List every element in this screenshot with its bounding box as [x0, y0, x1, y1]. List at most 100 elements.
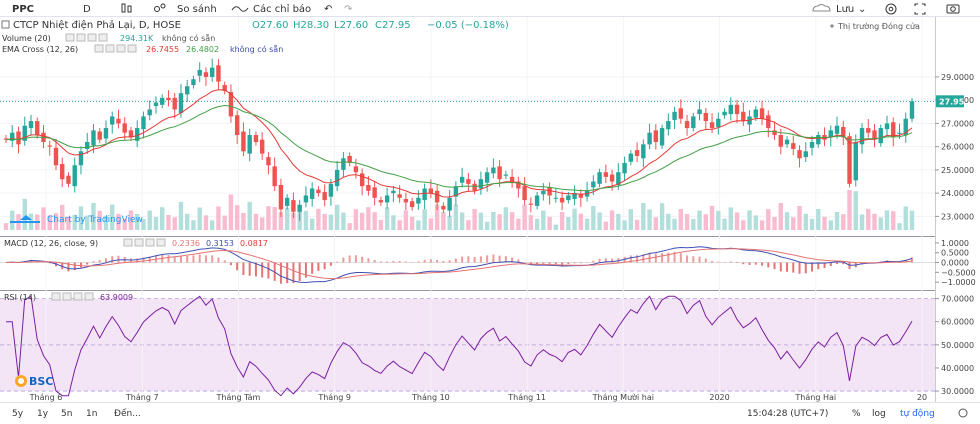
main-legend: CTCP Nhiệt điện Phả Lại, D, HOSE O27.60 … — [1, 19, 920, 54]
candle-body — [384, 195, 390, 203]
volume-bar — [484, 221, 490, 230]
macd-legend-buttons[interactable] — [123, 238, 166, 247]
range-5n[interactable]: 5n — [61, 409, 72, 419]
volume-bar — [672, 218, 677, 230]
camera-icon[interactable] — [946, 4, 960, 14]
volume-bar — [659, 203, 665, 230]
volume-bar — [228, 194, 234, 230]
candle-body — [303, 195, 309, 203]
goto-date[interactable]: Đến... — [114, 408, 141, 419]
volume-legend-buttons[interactable] — [65, 33, 108, 42]
percent-toggle[interactable]: % — [852, 409, 861, 419]
rsi-legend-buttons[interactable] — [51, 292, 94, 301]
macd-histogram-bar — [704, 258, 707, 263]
undo-icon[interactable]: ↶ — [324, 4, 332, 15]
volume-bar — [85, 215, 90, 230]
compare-icon[interactable] — [154, 3, 166, 12]
compare-button[interactable]: So sánh — [177, 3, 217, 15]
range-1y[interactable]: 1y — [37, 409, 49, 419]
indicators-icon[interactable] — [231, 6, 249, 12]
log-toggle[interactable]: log — [872, 409, 886, 419]
candle-style-icon[interactable] — [121, 3, 132, 13]
range-1n[interactable]: 1n — [86, 409, 97, 419]
candle-body — [197, 69, 202, 76]
settings-icon[interactable] — [885, 3, 897, 15]
svg-text:BSC: BSC — [29, 375, 53, 388]
range-5y[interactable]: 5y — [12, 409, 24, 419]
macd-histogram-bar — [904, 259, 907, 263]
candle-body — [334, 169, 340, 187]
volume-bar — [847, 190, 852, 230]
price-tick-label: 29.0000 — [941, 73, 974, 82]
volume-bar — [734, 212, 740, 230]
interval-button[interactable]: D — [83, 4, 91, 15]
volume-bar — [553, 224, 559, 230]
candle-body — [397, 194, 402, 198]
macd-histogram-bar — [179, 256, 182, 263]
auto-toggle[interactable]: tự động — [900, 408, 935, 419]
candle-body — [616, 172, 621, 185]
volume-bar — [359, 212, 365, 230]
macd-histogram-bar — [417, 261, 420, 263]
candle-body — [816, 135, 821, 145]
candle-body — [10, 132, 15, 141]
volume-bars — [3, 190, 915, 230]
fullscreen-icon[interactable] — [914, 3, 926, 15]
rsi-tick-label: 60.0000 — [941, 318, 974, 327]
rsi-value: 63.9009 — [100, 293, 133, 302]
candle-body — [572, 193, 577, 199]
volume-bar — [772, 217, 777, 230]
cloud-icon[interactable] — [812, 4, 831, 12]
redo-icon[interactable]: ↷ — [344, 4, 353, 15]
candle-body — [478, 179, 484, 189]
last-price-badge — [936, 95, 964, 108]
tradingview-watermark: Chart by TradingView — [10, 215, 143, 225]
save-button[interactable]: Lưu — [836, 4, 854, 15]
candle-body — [609, 174, 615, 182]
candle-body — [741, 111, 746, 122]
macd-histogram-bar — [604, 258, 607, 263]
macd-histogram-bar — [548, 262, 551, 264]
macd-histogram-bar — [279, 262, 282, 284]
chevron-down-icon[interactable]: ⌄ — [858, 4, 866, 15]
candle-body — [728, 104, 733, 115]
candle-body — [97, 131, 102, 140]
ema-fast-line — [5, 89, 913, 198]
macd-histogram-bar — [98, 260, 101, 263]
volume-bar — [241, 213, 246, 230]
time-tick-label: Tháng 6 — [29, 393, 63, 402]
volume-bar — [678, 209, 684, 230]
time-tick-label: 2020 — [709, 393, 729, 402]
volume-bar — [709, 205, 715, 230]
collapse-icon[interactable] — [1, 20, 10, 29]
volume-bar — [728, 207, 733, 230]
candle-body — [566, 195, 571, 201]
symbol-input[interactable]: PPC — [12, 4, 34, 15]
settings-icon[interactable] — [958, 408, 968, 418]
time-tick-label: Tháng Hai — [794, 393, 836, 402]
macd-histogram-bar — [186, 255, 189, 263]
volume-bar — [703, 214, 709, 230]
indicators-button[interactable]: Các chỉ báo — [253, 3, 311, 15]
candle-body — [672, 111, 677, 120]
candle-body — [553, 197, 559, 199]
macd-histogram-bar — [329, 262, 332, 266]
macd-histogram-bar — [811, 262, 814, 272]
candle-body — [391, 190, 396, 194]
macd-histogram-bar — [148, 256, 151, 263]
candle-body — [191, 79, 196, 86]
volume-bar — [459, 212, 465, 230]
ema-legend-buttons[interactable] — [94, 44, 137, 53]
candle-body — [516, 181, 521, 189]
candle-body — [909, 101, 915, 119]
macd-histogram-bar — [367, 258, 370, 263]
candle-body — [209, 67, 215, 77]
ema-slow-line — [5, 104, 913, 192]
candle-body — [641, 144, 646, 159]
rsi-tick-label: 30.0000 — [941, 387, 974, 396]
rsi-pane — [6, 295, 913, 397]
volume-bar — [753, 215, 758, 230]
macd-histogram-bar — [823, 262, 826, 269]
candle-body — [634, 150, 640, 156]
